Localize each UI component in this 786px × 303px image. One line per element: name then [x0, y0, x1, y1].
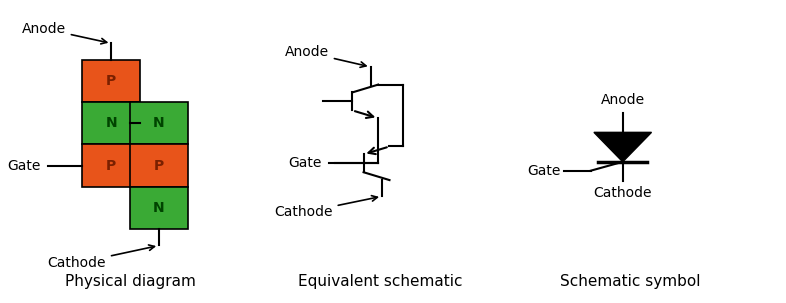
Text: Anode: Anode [285, 45, 366, 67]
Text: Anode: Anode [601, 93, 645, 107]
Text: Cathode: Cathode [593, 186, 652, 200]
Text: Physical diagram: Physical diagram [64, 274, 196, 289]
Text: Cathode: Cathode [47, 245, 155, 270]
Text: Cathode: Cathode [274, 196, 377, 219]
Text: Equivalent schematic: Equivalent schematic [298, 274, 462, 289]
Text: N: N [153, 201, 165, 215]
Text: Gate: Gate [527, 164, 560, 178]
Text: N: N [105, 116, 117, 130]
Text: N: N [153, 116, 165, 130]
Polygon shape [594, 132, 652, 162]
Text: Gate: Gate [7, 159, 41, 173]
Bar [83, 145, 140, 187]
Text: Gate: Gate [288, 156, 321, 170]
Bar [83, 102, 140, 145]
Text: Schematic symbol: Schematic symbol [560, 274, 700, 289]
Bar [130, 102, 188, 145]
Text: P: P [106, 159, 116, 173]
Text: P: P [106, 74, 116, 88]
Bar [130, 145, 188, 187]
Text: P: P [154, 159, 164, 173]
Bar [130, 187, 188, 229]
Text: Anode: Anode [22, 22, 107, 44]
Bar [83, 60, 140, 102]
